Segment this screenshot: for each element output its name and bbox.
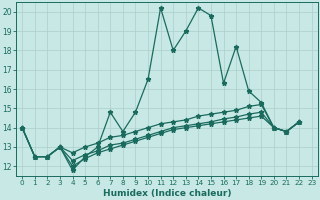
X-axis label: Humidex (Indice chaleur): Humidex (Indice chaleur): [103, 189, 231, 198]
